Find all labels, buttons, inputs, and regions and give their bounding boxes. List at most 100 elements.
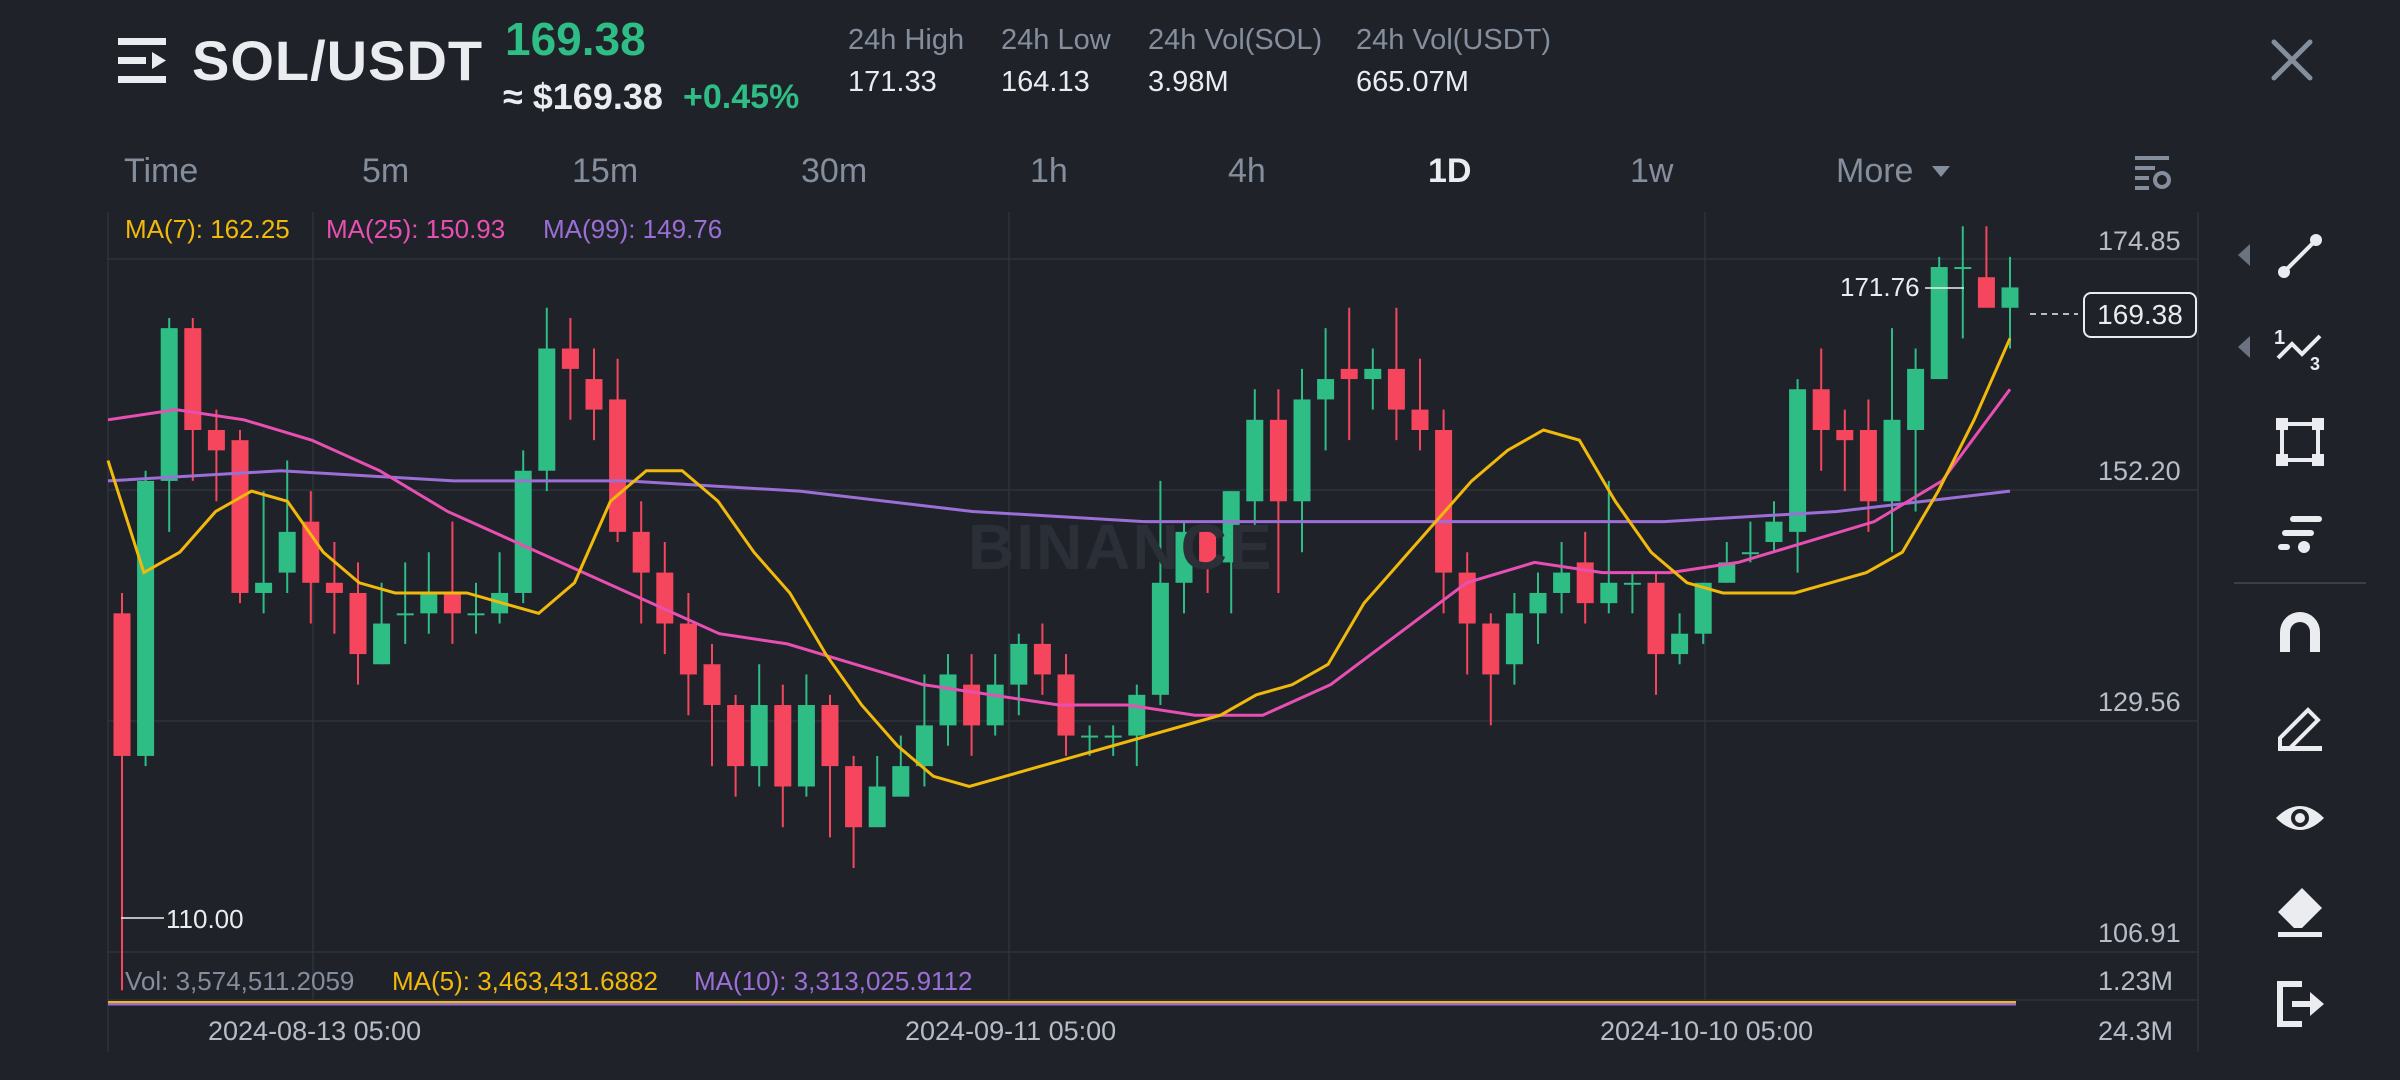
- volume-ma5-legend: MA(5): 3,463,431.6882: [392, 966, 658, 996]
- candle-up: [892, 766, 910, 797]
- tab-1h[interactable]: 1h: [1030, 152, 1068, 190]
- menu-icon[interactable]: [118, 36, 170, 86]
- stat-value-24h-low: 164.13: [1001, 66, 1090, 98]
- caret-down-icon[interactable]: [1932, 166, 1950, 177]
- stat-label-24h-vol-usdt: 24h Vol(USDT): [1356, 24, 1552, 56]
- candle-up: [1789, 389, 1807, 532]
- candle-up: [1600, 582, 1618, 604]
- eraser-icon[interactable]: [2272, 884, 2328, 940]
- trend-line-icon[interactable]: [2272, 228, 2328, 284]
- candle-down: [443, 592, 461, 614]
- candle-down: [821, 705, 839, 767]
- candle-down: [1199, 531, 1217, 563]
- candle-up: [1907, 368, 1925, 430]
- candle-up: [1765, 521, 1783, 543]
- candle-down: [703, 664, 721, 706]
- expand-arrow-icon[interactable]: [2238, 336, 2250, 358]
- y-axis-label: 106.91: [2098, 918, 2181, 948]
- volume-legend: Vol: 3,574,511.2059: [125, 966, 355, 996]
- ma25-legend: MA(25): 150.93: [326, 214, 506, 244]
- candle-down: [1836, 429, 1854, 441]
- ma7-legend: MA(7): 162.25: [125, 214, 290, 244]
- candle-down: [963, 684, 981, 726]
- candle-up: [939, 674, 957, 726]
- candle-up: [915, 725, 933, 767]
- volume-axis-label: 24.3M: [2098, 1016, 2174, 1046]
- candle-up: [1623, 582, 1641, 585]
- candle-up: [467, 613, 485, 616]
- candle-down: [325, 582, 343, 593]
- tab-5m[interactable]: 5m: [362, 152, 410, 190]
- candle-up: [373, 623, 391, 665]
- candle-down: [113, 613, 131, 756]
- y-axis-label: 152.20: [2098, 456, 2181, 486]
- candle-down: [1576, 562, 1594, 604]
- price-change-percent: +0.45%: [683, 78, 800, 116]
- eye-icon[interactable]: [2272, 790, 2328, 846]
- candle-down: [1977, 277, 1995, 308]
- x-axis-label: 2024-08-13 05:00: [208, 1016, 422, 1046]
- candle-down: [1411, 409, 1429, 430]
- candle-up: [1671, 633, 1689, 655]
- text-lines-icon[interactable]: [2272, 506, 2328, 562]
- candle-up: [420, 592, 438, 614]
- toolbar-divider: [2234, 582, 2366, 584]
- candle-down: [349, 592, 367, 655]
- candle-down: [585, 379, 603, 410]
- candle-down: [1269, 419, 1287, 502]
- candle-up: [868, 786, 886, 828]
- candle-down: [1033, 643, 1051, 675]
- candle-up: [1883, 419, 1901, 502]
- tab-1w[interactable]: 1w: [1630, 152, 1674, 190]
- period-high-label: 171.76: [1840, 272, 1920, 302]
- candle-down: [727, 705, 745, 767]
- candle-up: [396, 613, 414, 616]
- candle-down: [302, 521, 320, 583]
- x-axis-label: 2024-09-11 05:00: [905, 1016, 1117, 1046]
- candle-up: [2001, 287, 2019, 308]
- candle-down: [1859, 429, 1877, 502]
- pencil-icon[interactable]: [2272, 698, 2328, 754]
- stat-label-24h-vol-sol: 24h Vol(SOL): [1148, 24, 1323, 56]
- tab-1d[interactable]: 1D: [1428, 152, 1472, 190]
- svg-text:3: 3: [2310, 354, 2320, 374]
- y-axis-label: 129.56: [2098, 687, 2181, 717]
- candle-up: [1954, 267, 1972, 270]
- candle-down: [231, 440, 249, 593]
- candle-up: [538, 348, 556, 471]
- tab-more[interactable]: More: [1836, 152, 1914, 190]
- candle-up: [1151, 582, 1169, 695]
- indicator-settings-icon[interactable]: [2133, 152, 2173, 192]
- close-icon[interactable]: [2268, 36, 2316, 84]
- stat-value-24h-high: 171.33: [848, 66, 937, 98]
- candle-up: [1128, 694, 1146, 736]
- last-price: 169.38: [505, 13, 646, 65]
- candlestick-chart[interactable]: [0, 0, 2240, 1080]
- trading-pair-title[interactable]: SOL/USDT: [192, 29, 484, 92]
- volume-ma10-legend: MA(10): 3,313,025.9112: [694, 966, 973, 996]
- volume-axis-label: 1.23M: [2098, 966, 2174, 996]
- candle-down: [207, 429, 225, 451]
- candle-down: [184, 328, 202, 430]
- candle-up: [1364, 368, 1382, 380]
- tab-4h[interactable]: 4h: [1228, 152, 1266, 190]
- fibonacci-icon[interactable]: 1 3: [2272, 320, 2328, 376]
- candle-up: [1246, 419, 1264, 502]
- watermark: BINANCE: [968, 511, 1274, 583]
- candle-down: [609, 399, 627, 532]
- magnet-icon[interactable]: [2272, 604, 2328, 660]
- tab-15m[interactable]: 15m: [572, 152, 639, 190]
- exit-icon[interactable]: [2272, 976, 2328, 1032]
- candle-up: [986, 684, 1004, 726]
- y-axis-label: 174.85: [2098, 226, 2181, 256]
- tab-30m[interactable]: 30m: [801, 152, 868, 190]
- expand-arrow-icon[interactable]: [2238, 244, 2250, 266]
- candle-up: [160, 328, 178, 481]
- tab-time[interactable]: Time: [124, 152, 199, 190]
- candle-up: [1104, 735, 1122, 738]
- rectangle-icon[interactable]: [2272, 414, 2328, 470]
- candle-up: [1010, 643, 1028, 685]
- ma99-legend: MA(99): 149.76: [543, 214, 723, 244]
- candle-down: [679, 623, 697, 675]
- candle-up: [1222, 491, 1240, 563]
